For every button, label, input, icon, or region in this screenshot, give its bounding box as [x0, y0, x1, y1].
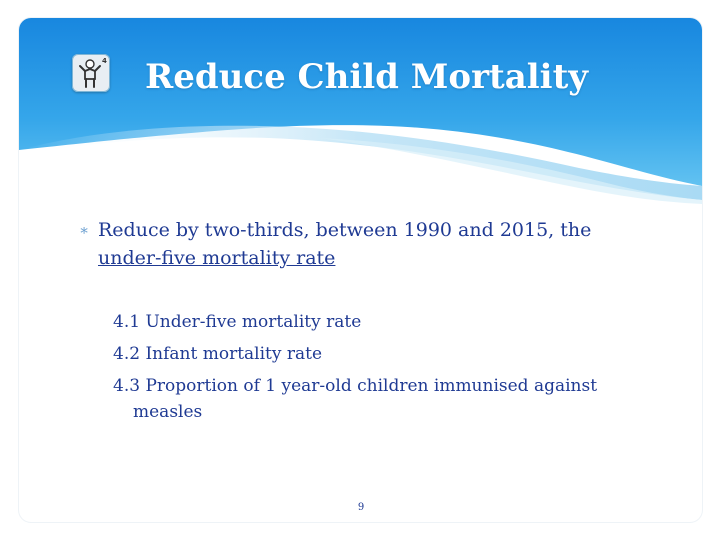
bullet-text: Reduce by two-thirds, between 1990 and 2… — [98, 216, 638, 272]
slide-frame: 4 Reduce Child Mortality ∗ Reduce by two… — [19, 18, 702, 522]
page-number: 9 — [357, 502, 365, 513]
indicator-4-1: 4.1 Under-five mortality rate — [113, 312, 362, 332]
indicator-4-2: 4.2 Infant mortality rate — [113, 344, 323, 364]
slide-content: ∗ Reduce by two-thirds, between 1990 and… — [19, 18, 702, 522]
bullet-asterisk-icon: ∗ — [79, 221, 90, 239]
bullet-text-before: Reduce by two-thirds, between 1990 and 2… — [98, 219, 592, 241]
indicator-4-3-text: 4.3 Proportion of 1 year-old children im… — [113, 376, 598, 396]
child-goal-icon: 4 — [72, 54, 110, 92]
under-five-mortality-link[interactable]: under-five mortality rate — [98, 247, 336, 269]
indicator-4-3: 4.3 Proportion of 1 year-old children im… — [113, 373, 653, 425]
slide-title: Reduce Child Mortality — [145, 57, 589, 97]
svg-text:4: 4 — [102, 57, 107, 65]
header-banner — [19, 18, 702, 204]
indicator-4-3-continuation: measles — [133, 402, 203, 422]
